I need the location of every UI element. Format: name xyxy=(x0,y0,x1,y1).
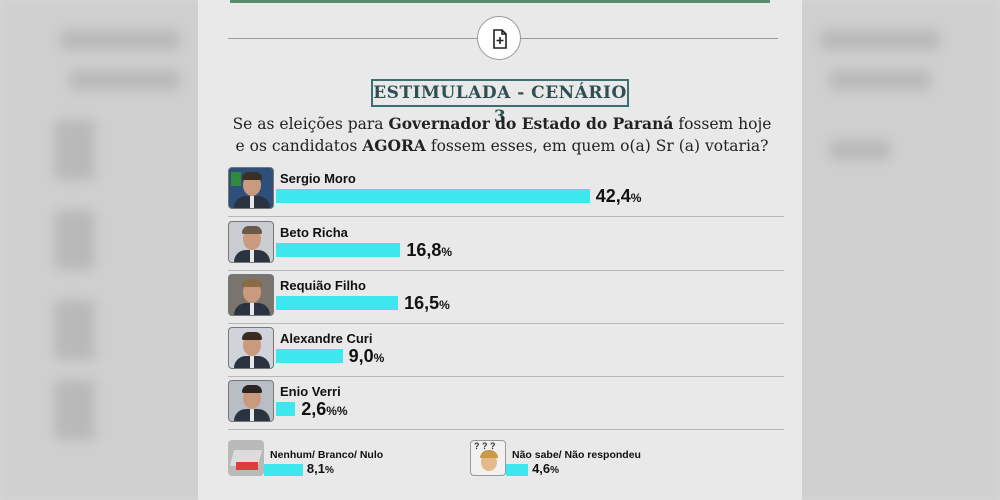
candidate-name: Beto Richa xyxy=(280,225,348,240)
add-document-icon xyxy=(493,29,507,49)
extra-bar xyxy=(506,464,529,476)
candidate-name: Alexandre Curi xyxy=(280,331,373,346)
vote-value: 9,0% xyxy=(348,346,385,366)
candidate-row: Alexandre Curi 9,0% xyxy=(228,325,784,377)
extra-label: Nenhum/ Branco/ Nulo xyxy=(270,449,384,461)
extra-bar xyxy=(264,464,303,476)
row-divider xyxy=(228,323,784,324)
row-divider xyxy=(228,429,784,430)
row-divider xyxy=(228,376,784,377)
candidate-row: Sergio Moro 42,4% xyxy=(228,165,784,217)
vote-value: 16,8% xyxy=(406,240,453,260)
vote-bar xyxy=(276,402,296,416)
vote-bar xyxy=(276,349,343,363)
vote-value: 2,6%% xyxy=(301,399,348,419)
vote-bar xyxy=(276,243,401,257)
question-person-icon: ? ? ? xyxy=(470,440,506,476)
extra-label: Não sabe/ Não respondeu xyxy=(512,449,641,461)
scenario-badge: ESTIMULADA - CENÁRIO 3 xyxy=(371,79,629,127)
vote-bar xyxy=(276,189,590,203)
candidate-name: Enio Verri xyxy=(280,384,341,399)
add-document-button[interactable] xyxy=(477,16,521,60)
candidate-row: Beto Richa 16,8% xyxy=(228,219,784,271)
row-divider xyxy=(228,270,784,271)
extra-value: 8,1% xyxy=(306,461,334,476)
candidate-avatar xyxy=(228,327,274,369)
candidate-name: Requião Filho xyxy=(280,278,366,293)
top-accent-bar xyxy=(230,0,770,3)
survey-question: Se as eleições para Governador do Estado… xyxy=(232,114,772,155)
vote-value: 16,5% xyxy=(404,293,450,313)
candidate-row: Enio Verri 2,6%% xyxy=(228,378,784,430)
candidate-row: Requião Filho 16,5% xyxy=(228,272,784,324)
extra-value: 4,6% xyxy=(532,461,560,476)
candidate-avatar xyxy=(228,380,274,422)
vote-bar xyxy=(276,296,399,310)
candidate-avatar xyxy=(228,167,274,209)
candidate-name: Sergio Moro xyxy=(280,171,356,186)
extra-item-none: Nenhum/ Branco/ Nulo 8,1% xyxy=(228,440,448,480)
row-divider xyxy=(228,216,784,217)
candidate-avatar xyxy=(228,221,274,263)
vote-value: 42,4% xyxy=(595,186,642,206)
candidate-avatar xyxy=(228,274,274,316)
ballot-icon xyxy=(228,440,264,476)
extra-item-unknown: ? ? ? Não sabe/ Não respondeu 4,6% xyxy=(470,440,690,480)
